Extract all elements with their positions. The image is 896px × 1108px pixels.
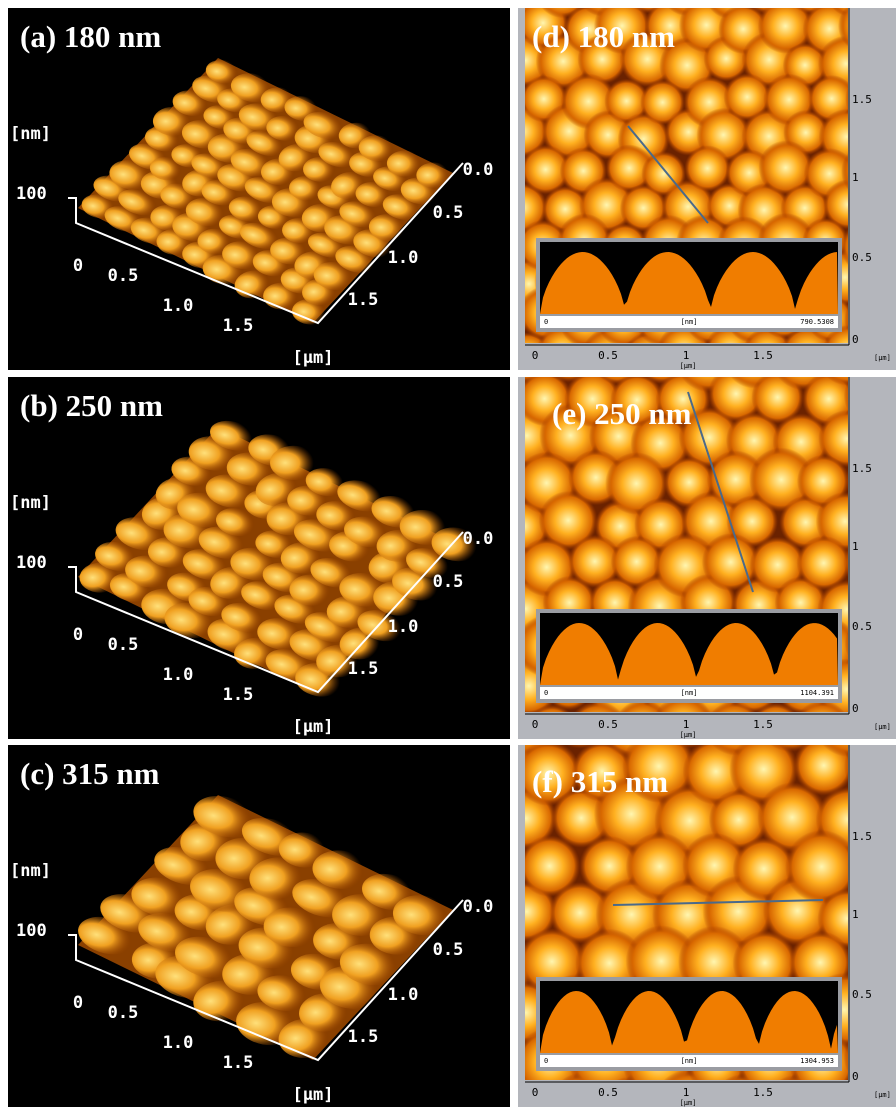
profile-unit: [nm] [681, 1057, 698, 1065]
x-tick: 0 [73, 256, 83, 276]
afm-3d-panel: [nm] 100 0 0.5 1.0 1.5 0.0 0.5 1.0 1.5 [µm] (a) 180… [8, 8, 510, 370]
y-tick: 1.5 [348, 290, 379, 310]
x-tick: 1.5 [753, 718, 773, 731]
x-tick: 0 [532, 1086, 539, 1099]
y-tick: 1.5 [852, 93, 872, 106]
y-tick: 1.0 [388, 985, 419, 1005]
panel-label: (b) 250 nm [20, 388, 163, 423]
x-tick: 1.0 [163, 665, 194, 685]
panel-label: (a) 180 nm [20, 19, 161, 54]
profile-end: 1304.953 [800, 1057, 834, 1065]
y-tick: 0 [852, 702, 859, 715]
x-tick: 0.5 [108, 1003, 139, 1023]
x-tick: 1.0 [163, 296, 194, 316]
x-unit: [µm] [680, 731, 697, 739]
y-unit: [µm] [874, 723, 891, 731]
y-tick: 0.0 [463, 897, 494, 917]
unit: [µm] [293, 717, 334, 737]
x-unit: [µm] [680, 1099, 697, 1107]
profile-start: 0 [544, 318, 548, 326]
profile-unit: [nm] [681, 689, 698, 697]
x-tick: 0 [532, 349, 539, 362]
z-unit: [nm] [10, 861, 51, 881]
x-tick: 1.5 [223, 685, 254, 705]
y-tick: 1.5 [348, 1027, 379, 1047]
y-unit: [µm] [874, 354, 891, 362]
y-tick: 0.5 [433, 572, 464, 592]
x-tick: 1.5 [223, 316, 254, 336]
x-unit: [µm] [680, 362, 697, 370]
figure: [nm]10000.51.01.50.00.51.01.5[µm](a) 180… [0, 0, 896, 1108]
panel-label: (d) 180 nm [532, 19, 675, 54]
y-tick: 1.5 [852, 830, 872, 843]
y-tick: 0.5 [852, 251, 872, 264]
profile-end: 790.5308 [800, 318, 834, 326]
y-tick: 0.5 [433, 203, 464, 223]
z-tick: 100 [16, 184, 47, 204]
z-unit: [nm] [10, 493, 51, 513]
y-tick: 0.0 [463, 529, 494, 549]
panel-label: (f) 315 nm [532, 764, 668, 799]
x-tick: 0.5 [598, 349, 618, 362]
z-tick: 100 [16, 921, 47, 941]
panel-label: (e) 250 nm [552, 396, 692, 431]
y-tick: 1.5 [852, 462, 872, 475]
y-tick: 0 [852, 333, 859, 346]
y-tick: 0.5 [433, 940, 464, 960]
x-tick: 1 [683, 1086, 690, 1099]
y-tick: 0 [852, 1070, 859, 1083]
unit: [µm] [293, 1085, 334, 1105]
y-tick: 1.0 [388, 617, 419, 637]
y-tick: 1.0 [388, 248, 419, 268]
y-tick: 1 [852, 540, 859, 553]
y-tick: 0.5 [852, 988, 872, 1001]
profile-unit: [nm] [681, 318, 698, 326]
x-tick: 1.0 [163, 1033, 194, 1053]
x-tick: 0 [532, 718, 539, 731]
x-tick: 0.5 [598, 718, 618, 731]
afm-3d-panel: [nm] 100 0 0.5 1.0 1.5 0.0 0.5 1.0 1.5 [µm] (b) 250… [8, 377, 510, 739]
panel-label: (c) 315 nm [20, 756, 160, 791]
x-tick: 1.5 [753, 1086, 773, 1099]
y-tick: 1.5 [348, 659, 379, 679]
x-tick: 0.5 [108, 635, 139, 655]
z-unit: [nm] [10, 124, 51, 144]
x-tick: 0 [73, 625, 83, 645]
profile-end: 1104.391 [800, 689, 834, 697]
afm-3d-panel: [nm] 100 0 0.5 1.0 1.5 0.0 0.5 1.0 1.5 [µm] (c) 315… [8, 745, 510, 1107]
y-tick: 1 [852, 908, 859, 921]
x-tick: 1.5 [753, 349, 773, 362]
y-tick: 1 [852, 171, 859, 184]
afm-map-panel: 0 [nm] 1104.391 1.5 1 0.5 0 0 0.5 1 1.5 [µm] [µm] (e)… [452, 323, 896, 762]
x-tick: 1 [683, 718, 690, 731]
y-tick: 0.5 [852, 620, 872, 633]
profile-start: 0 [544, 689, 548, 697]
x-tick: 0.5 [108, 266, 139, 286]
x-tick: 1 [683, 349, 690, 362]
x-tick: 1.5 [223, 1053, 254, 1073]
unit: [µm] [293, 348, 334, 368]
x-tick: 0 [73, 993, 83, 1013]
y-unit: [µm] [874, 1091, 891, 1099]
afm-map-panel: 0 [nm] 790.5308 1.5 1 0.5 0 0 0.5 1 1.5 [µm] [µm] (d)… [457, 0, 896, 383]
profile-start: 0 [544, 1057, 548, 1065]
y-tick: 0.0 [463, 160, 494, 180]
x-tick: 0.5 [598, 1086, 618, 1099]
z-tick: 100 [16, 553, 47, 573]
